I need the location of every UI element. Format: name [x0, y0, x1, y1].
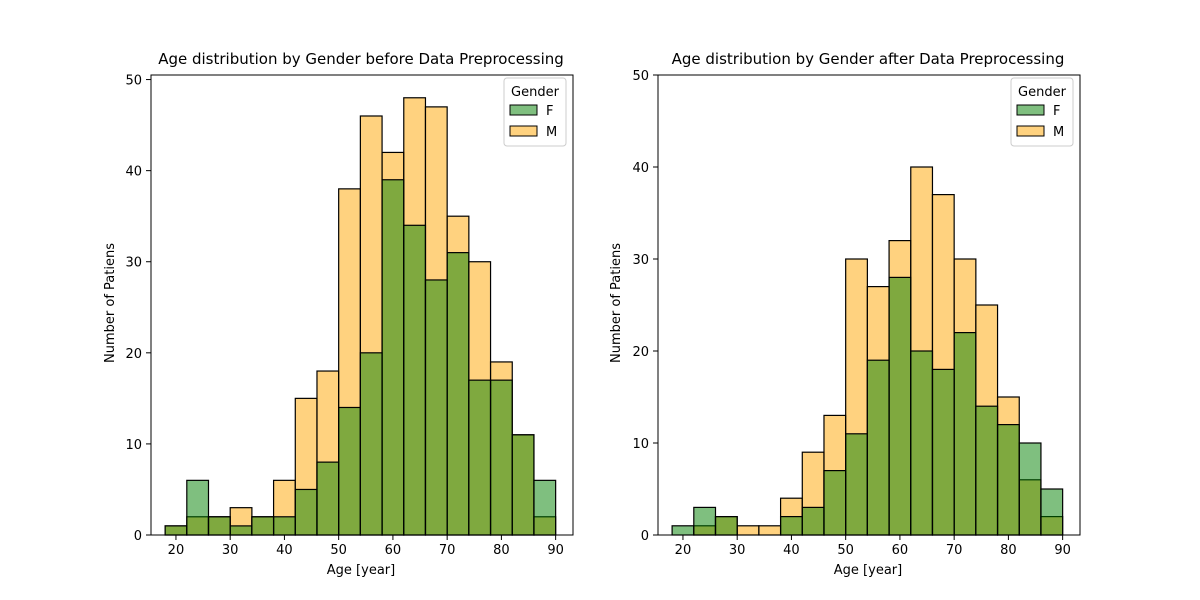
- bar-f-26: [207, 516, 231, 536]
- x-tick-label: 90: [1054, 543, 1071, 558]
- bar-f-46: [316, 461, 340, 536]
- x-tick-label: 30: [222, 543, 239, 558]
- x-axis-label: Age [year]: [327, 563, 395, 578]
- y-axis-label: Number of Patiens: [609, 243, 624, 363]
- legend-swatch-m: [509, 125, 538, 137]
- y-tick-label: 30: [632, 253, 649, 268]
- x-tick-label: 70: [946, 543, 963, 558]
- bar-f-58: [888, 276, 912, 536]
- y-tick-label: 0: [134, 529, 142, 544]
- bar-f-70: [446, 252, 470, 536]
- x-tick-label: 70: [439, 543, 456, 558]
- bar-f-58: [381, 179, 405, 536]
- bar-f-18: [164, 525, 188, 536]
- chart-after-preprocessing: Age distribution by Gender after Data Pr…: [609, 50, 1081, 578]
- bar-f-70: [953, 332, 977, 536]
- x-tick-label: 80: [1000, 543, 1017, 558]
- bar-f-18: [671, 525, 695, 536]
- x-tick-label: 60: [385, 543, 402, 558]
- bar-f-34: [251, 516, 275, 536]
- y-tick-label: 30: [125, 256, 142, 271]
- x-tick-label: 30: [729, 543, 746, 558]
- bar-f-62: [910, 350, 934, 536]
- y-tick-label: 50: [125, 74, 142, 89]
- legend: Gender F M: [503, 77, 567, 147]
- bar-f-50: [845, 433, 868, 536]
- legend-title: Gender: [511, 85, 560, 100]
- y-tick-label: 0: [641, 529, 649, 544]
- ticks-layer: 20 30 40 50 60 70 80 90 0 10 20 30 40 50: [125, 74, 563, 558]
- plot-frame: [657, 74, 1081, 536]
- x-tick-label: 80: [493, 543, 510, 558]
- bar-f-54: [359, 352, 383, 536]
- x-tick-label: 50: [837, 543, 854, 558]
- bar-f-66: [424, 279, 448, 536]
- ticks-layer: 20 30 40 50 60 70 80 90 0 10 20 30 40 50: [632, 69, 1070, 558]
- x-tick-label: 20: [168, 543, 185, 558]
- legend-swatch-f: [1016, 104, 1045, 116]
- bar-m-34: [758, 525, 782, 536]
- y-tick-label: 10: [632, 437, 649, 452]
- x-tick-label: 60: [892, 543, 909, 558]
- legend-entry-m: M: [1053, 125, 1064, 140]
- bar-f-86: [533, 479, 557, 536]
- bar-f-82: [1018, 442, 1042, 536]
- legend-entry-m: M: [546, 125, 557, 140]
- bar-f-22: [693, 506, 717, 536]
- y-tick-label: 20: [632, 345, 649, 360]
- bar-f-74: [975, 405, 999, 536]
- x-tick-label: 40: [276, 543, 293, 558]
- legend: Gender F M: [1010, 77, 1074, 147]
- legend-swatch-m: [1016, 125, 1045, 137]
- y-tick-label: 10: [125, 438, 142, 453]
- bars-layer: [164, 97, 557, 536]
- bar-f-66: [931, 368, 955, 536]
- bar-f-26: [714, 515, 738, 536]
- x-tick-label: 50: [330, 543, 347, 558]
- x-tick-label: 40: [783, 543, 800, 558]
- y-tick-label: 40: [632, 161, 649, 176]
- bar-f-50: [338, 406, 361, 536]
- chart-before-preprocessing: Age distribution by Gender before Data P…: [103, 50, 574, 578]
- bar-m-30: [736, 525, 760, 536]
- bar-f-78: [996, 424, 1020, 536]
- bar-f-78: [489, 379, 513, 536]
- y-tick-label: 20: [125, 347, 142, 362]
- x-axis-label: Age [year]: [834, 563, 902, 578]
- legend-swatch-f: [509, 104, 538, 116]
- y-tick-label: 40: [125, 165, 142, 180]
- plot-frame: [150, 74, 574, 536]
- x-tick-label: 90: [547, 543, 564, 558]
- chart-title: Age distribution by Gender after Data Pr…: [672, 50, 1065, 68]
- y-axis-label: Number of Patiens: [103, 243, 118, 363]
- bar-f-82: [511, 434, 535, 536]
- bar-f-38: [272, 516, 296, 536]
- bar-f-62: [403, 224, 427, 536]
- bar-f-74: [468, 379, 492, 536]
- bar-f-22: [186, 479, 210, 536]
- x-tick-label: 20: [675, 543, 692, 558]
- bar-f-86: [1040, 488, 1064, 536]
- bar-f-46: [823, 470, 847, 536]
- legend-title: Gender: [1018, 85, 1067, 100]
- bar-f-30: [229, 525, 253, 536]
- bar-f-42: [294, 488, 318, 536]
- legend-entry-f: F: [546, 104, 553, 119]
- bar-f-54: [866, 359, 890, 536]
- bar-f-42: [801, 506, 825, 536]
- y-tick-label: 50: [632, 69, 649, 84]
- legend-entry-f: F: [1053, 104, 1060, 119]
- bar-f-38: [779, 515, 803, 536]
- chart-title: Age distribution by Gender before Data P…: [158, 50, 564, 68]
